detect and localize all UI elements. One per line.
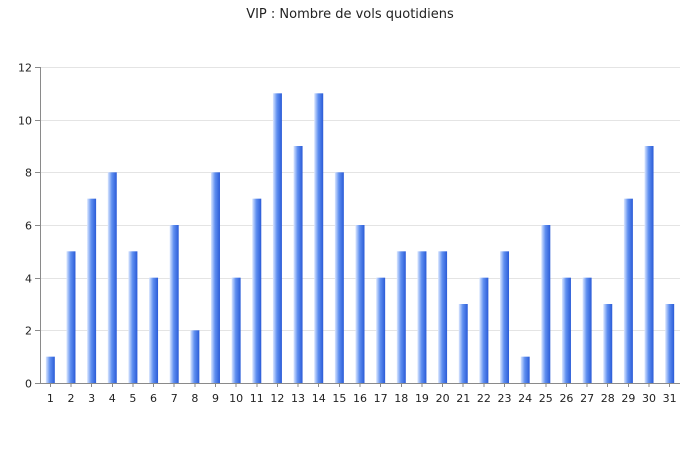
- x-tick-label: 21: [456, 392, 470, 405]
- x-tick-label: 10: [229, 392, 243, 405]
- x-tick-label: 25: [539, 392, 553, 405]
- bar-day-4: [107, 172, 117, 383]
- bar-day-24: [520, 356, 530, 383]
- x-tick-label: 18: [394, 392, 408, 405]
- bar-day-13: [293, 146, 303, 383]
- bar-day-2: [66, 251, 76, 383]
- bar-day-23: [500, 251, 510, 383]
- bar-day-12: [272, 93, 282, 383]
- x-tick-label: 14: [312, 392, 326, 405]
- x-tick-label: 19: [415, 392, 429, 405]
- x-tick-label: 23: [498, 392, 512, 405]
- bar-day-20: [438, 251, 448, 383]
- x-tick-label: 6: [150, 392, 157, 405]
- x-tick-label: 27: [580, 392, 594, 405]
- y-tick-label: 8: [25, 167, 32, 180]
- y-tick-label: 0: [25, 378, 32, 391]
- bar-day-14: [314, 93, 324, 383]
- y-tick-label: 2: [25, 325, 32, 338]
- bar-day-1: [45, 356, 55, 383]
- y-tick-label: 6: [25, 220, 32, 233]
- bar-day-18: [396, 251, 406, 383]
- bar-day-11: [252, 198, 262, 383]
- x-tick-label: 12: [270, 392, 284, 405]
- bar-day-31: [665, 304, 675, 383]
- x-tick-label: 1: [47, 392, 54, 405]
- x-tick-label: 24: [518, 392, 532, 405]
- x-tick-label: 15: [332, 392, 346, 405]
- bar-day-21: [458, 304, 468, 383]
- bar-day-9: [210, 172, 220, 383]
- bar-day-26: [561, 277, 571, 383]
- x-tick-label: 17: [374, 392, 388, 405]
- bar-day-25: [541, 225, 551, 383]
- x-tick-label: 28: [601, 392, 615, 405]
- x-tick-label: 30: [642, 392, 656, 405]
- x-tick-label: 3: [88, 392, 95, 405]
- bar-day-3: [87, 198, 97, 383]
- x-tick-label: 22: [477, 392, 491, 405]
- bar-day-7: [169, 225, 179, 383]
- x-tick-label: 26: [559, 392, 573, 405]
- x-tick-label: 29: [621, 392, 635, 405]
- bar-day-16: [355, 225, 365, 383]
- x-tick-label: 20: [436, 392, 450, 405]
- bars: [45, 93, 675, 383]
- bar-day-17: [376, 277, 386, 383]
- y-tick-label: 10: [18, 115, 32, 128]
- bar-day-10: [231, 277, 241, 383]
- bar-day-22: [479, 277, 489, 383]
- bar-day-5: [128, 251, 138, 383]
- bar-day-8: [190, 330, 200, 383]
- x-tick-labels: 1 2 3 4 5 6 7 8 9 10 11 12 13 14 15 16 17 18 19 20 21 22 23 24 2…: [47, 383, 677, 405]
- x-tick-label: 8: [191, 392, 198, 405]
- bar-day-29: [623, 198, 633, 383]
- bar-day-27: [582, 277, 592, 383]
- bar-day-15: [334, 172, 344, 383]
- chart-title: VIP : Nombre de vols quotidiens: [246, 7, 454, 22]
- x-tick-label: 7: [171, 392, 178, 405]
- x-tick-label: 11: [250, 392, 264, 405]
- x-tick-label: 2: [67, 392, 74, 405]
- x-tick-label: 5: [129, 392, 136, 405]
- y-tick-label: 12: [18, 62, 32, 75]
- x-tick-label: 13: [291, 392, 305, 405]
- x-tick-label: 9: [212, 392, 219, 405]
- bar-day-30: [644, 146, 654, 383]
- bar-day-6: [149, 277, 159, 383]
- y-tick-labels: 0 2 4 6 8 10 12: [18, 62, 32, 391]
- x-tick-label: 31: [663, 392, 677, 405]
- bar-day-28: [603, 304, 613, 383]
- x-tick-label: 4: [109, 392, 116, 405]
- y-tick-label: 4: [25, 273, 32, 286]
- bar-day-19: [417, 251, 427, 383]
- x-tick-label: 16: [353, 392, 367, 405]
